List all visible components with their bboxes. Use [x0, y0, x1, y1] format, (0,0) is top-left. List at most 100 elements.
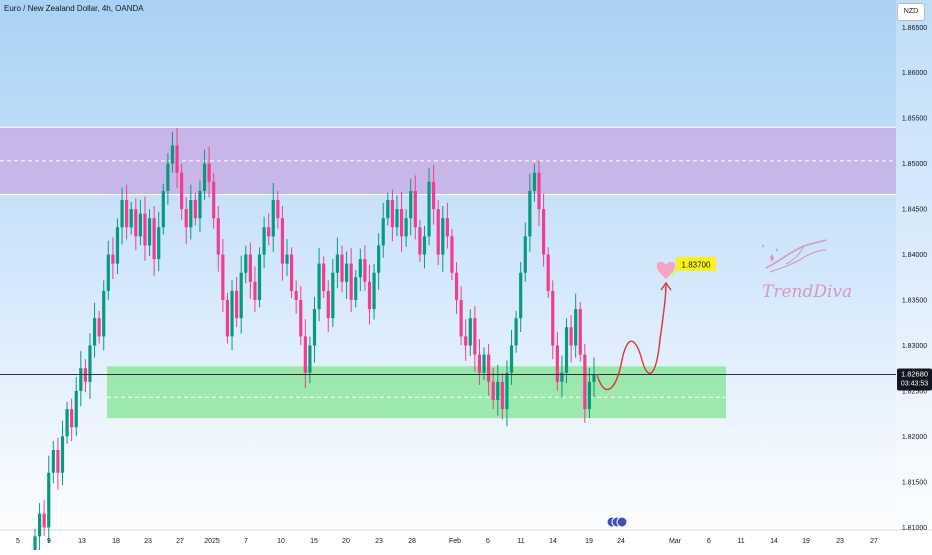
candle-body — [267, 227, 271, 237]
candle-body — [326, 290, 330, 319]
candle-body — [33, 536, 37, 550]
time-tick-label: 9 — [47, 538, 51, 545]
candle-body — [225, 300, 230, 337]
candle-body — [193, 200, 197, 219]
candle-body — [427, 181, 431, 237]
time-tick-label: 23 — [144, 538, 152, 545]
current-price-badge[interactable] — [897, 368, 932, 391]
candle-body — [134, 209, 138, 237]
candle-body — [97, 318, 101, 337]
time-tick-label: Mar — [669, 538, 682, 545]
time-tick-label: 23 — [375, 538, 383, 545]
candle-body — [230, 290, 234, 337]
projection-path — [596, 283, 667, 391]
time-tick-label: 20 — [342, 538, 350, 545]
candle-body — [454, 272, 459, 300]
candle-body — [106, 254, 110, 291]
candle-body — [294, 290, 298, 300]
candle-body — [413, 190, 417, 228]
candle-body — [216, 218, 220, 255]
candle-body — [482, 354, 486, 373]
chart-title: Euro / New Zealand Dollar, 4h, OANDA — [4, 4, 144, 13]
time-tick-label: 19 — [585, 538, 593, 545]
candle-body — [239, 272, 243, 319]
time-tick-label: 24 — [617, 538, 625, 545]
candle-body — [441, 218, 445, 255]
candle-body — [340, 254, 344, 282]
candle-body — [574, 309, 578, 346]
price-tick-label: 1.86500 — [902, 25, 927, 32]
candle-body — [404, 218, 408, 237]
price-tick-label: 1.82000 — [902, 434, 927, 441]
candle-body — [138, 213, 142, 237]
candle-body — [450, 236, 454, 273]
price-tick-label: 1.83500 — [902, 298, 927, 305]
price-axis[interactable] — [896, 0, 932, 530]
candle-body — [289, 254, 294, 291]
candle-body — [111, 254, 115, 264]
candle-body — [184, 209, 188, 228]
candle-body — [248, 254, 252, 282]
support-zone[interactable] — [107, 366, 726, 419]
candle-body — [390, 200, 394, 228]
candle-body — [468, 318, 472, 346]
candle-body — [505, 372, 509, 410]
candle-body — [592, 374, 596, 382]
currency-selector[interactable]: NZD — [897, 3, 925, 21]
candle-body — [519, 272, 523, 319]
time-tick-label: 10 — [277, 538, 285, 545]
price-tick-label: 1.84500 — [902, 207, 927, 214]
candle-body — [88, 345, 92, 382]
candle-body — [564, 327, 569, 373]
candle-body — [491, 381, 495, 400]
candle-body — [235, 290, 239, 319]
current-price-value: 1.82680 — [901, 370, 928, 379]
time-tick-label: Feb — [449, 538, 461, 545]
candle-body — [65, 409, 69, 437]
time-tick-label: 13 — [78, 538, 86, 545]
candle-body — [381, 218, 385, 246]
time-axis[interactable] — [0, 530, 932, 550]
candle-body — [280, 218, 285, 264]
candle-body — [60, 436, 65, 473]
time-tick-label: 27 — [176, 538, 184, 545]
candle-body — [386, 200, 390, 219]
candle-body — [436, 209, 440, 255]
candle-body — [271, 200, 275, 237]
price-tick-label: 1.81500 — [902, 479, 927, 486]
candle-body — [202, 163, 207, 191]
candle-body — [344, 263, 349, 282]
candle-body — [308, 345, 312, 373]
candle-body — [358, 259, 362, 278]
candle-body — [399, 209, 404, 237]
projection-arrowhead — [660, 281, 672, 291]
candle-body — [125, 200, 129, 228]
time-tick-label: 6 — [707, 538, 711, 545]
candle-body — [166, 163, 170, 191]
time-axis-labels: 5 9 13 18 23 27 2025 7 10 15 20 23 28 Feb 6 11 14 19 24 Mar… — [16, 538, 878, 545]
candle-body — [422, 236, 427, 255]
candle-body — [102, 290, 106, 337]
time-tick-label: 11 — [517, 538, 524, 545]
target-label-box[interactable] — [676, 257, 716, 271]
price-tick-label: 1.86000 — [902, 70, 927, 77]
event-marker-icon[interactable] — [616, 516, 628, 528]
candle-body — [372, 272, 376, 310]
candle-body — [74, 390, 78, 428]
event-markers[interactable] — [606, 516, 628, 528]
candle-body — [180, 172, 184, 210]
candle-body — [157, 227, 161, 260]
candle-body — [317, 263, 321, 310]
price-tick-label: 1.82500 — [902, 388, 927, 395]
time-tick-label: 27 — [870, 538, 878, 545]
candle-body — [253, 281, 257, 300]
candle-body — [189, 200, 193, 228]
time-tick-label: 15 — [310, 538, 318, 545]
price-tick-label: 1.85500 — [902, 116, 927, 123]
candle-body — [432, 181, 436, 210]
candle-body — [143, 213, 147, 246]
candle-body — [257, 254, 262, 300]
candle-body — [47, 472, 51, 528]
